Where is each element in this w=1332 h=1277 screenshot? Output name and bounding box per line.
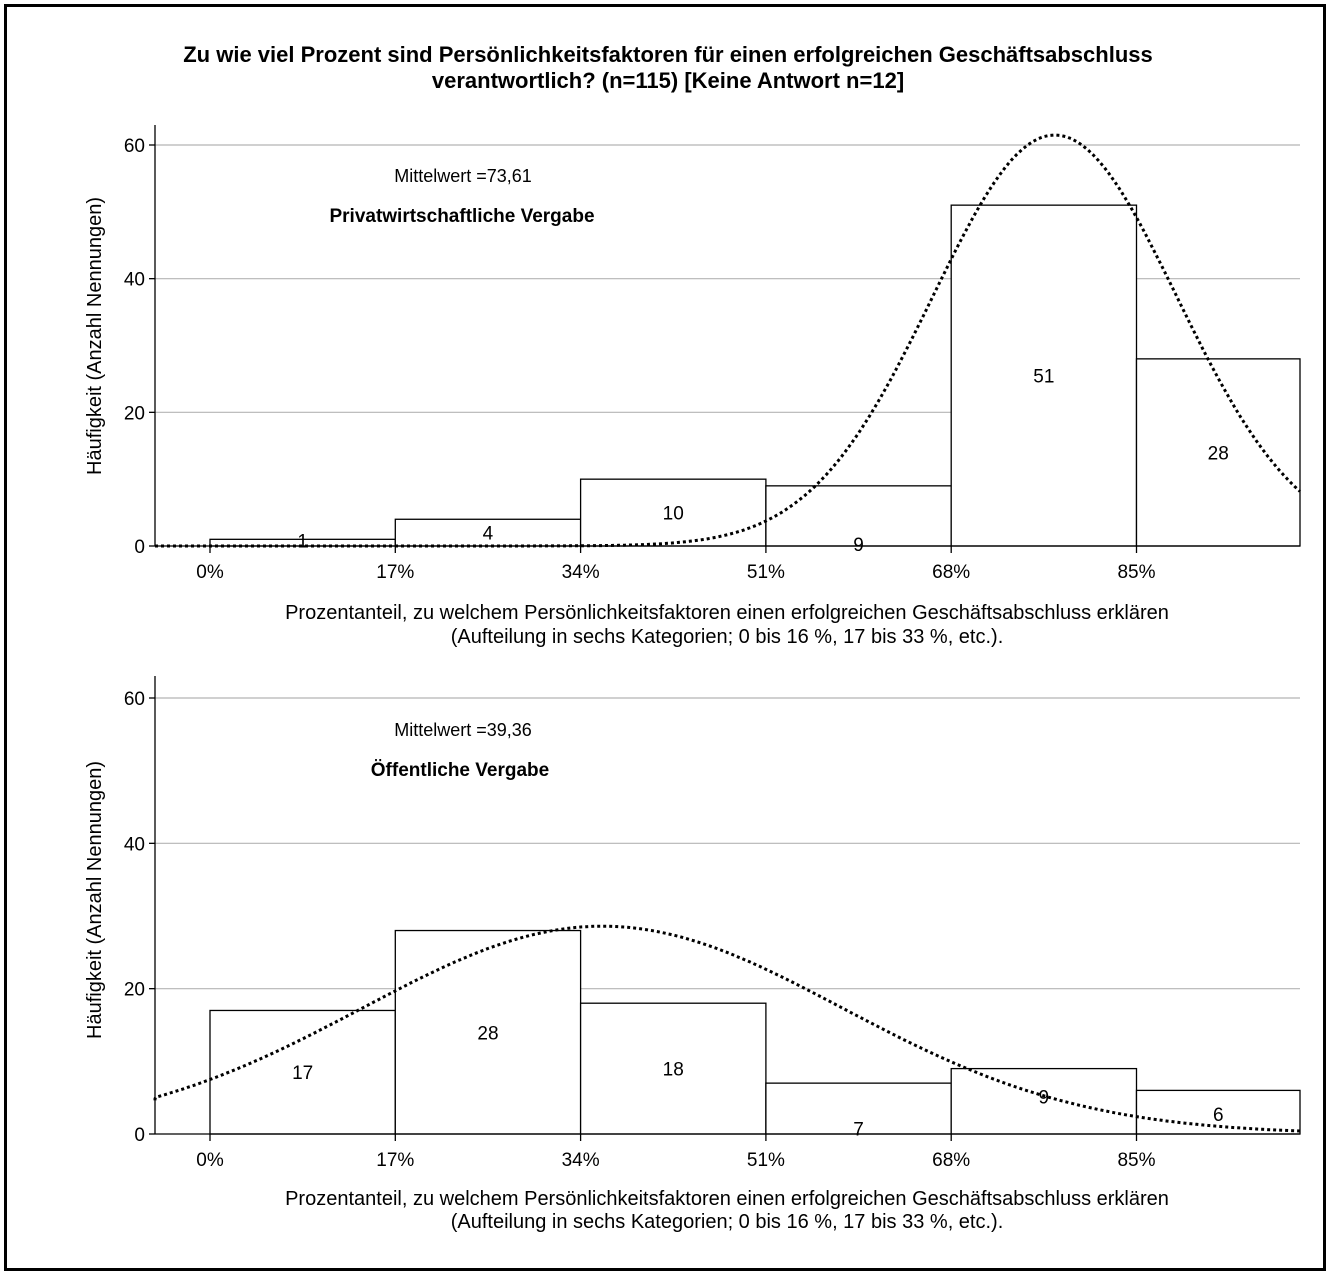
bar-data-label: 1 bbox=[297, 532, 308, 553]
y-tick-label: 60 bbox=[124, 136, 145, 157]
bar-data-label: 6 bbox=[1213, 1105, 1224, 1126]
chart-title-line-2: verantwortlich? (n=115) [Keine Antwort n… bbox=[431, 68, 905, 93]
histogram-bar bbox=[394, 929, 582, 1135]
x-tick-label: 51% bbox=[747, 1150, 785, 1171]
x-axis-label-line: (Aufteilung in sechs Kategorien; 0 bis 1… bbox=[451, 626, 1004, 648]
y-tick-label: 20 bbox=[124, 403, 145, 424]
y-tick-label: 0 bbox=[134, 537, 145, 558]
x-axis-label-line: (Aufteilung in sechs Kategorien; 0 bis 1… bbox=[451, 1211, 1004, 1233]
histogram-bar bbox=[209, 1009, 396, 1135]
y-axis-label: Häufigkeit (Anzahl Nennungen) bbox=[84, 197, 106, 475]
x-tick-label: 34% bbox=[562, 1150, 600, 1171]
bar-data-label: 7 bbox=[853, 1120, 864, 1141]
x-tick-label: 68% bbox=[932, 1150, 970, 1171]
histogram-bar bbox=[394, 518, 582, 547]
chart-title-line-1: Zu wie viel Prozent sind Persönlichkeits… bbox=[183, 42, 1153, 67]
bar-data-label: 17 bbox=[292, 1063, 313, 1084]
x-tick-label: 85% bbox=[1117, 1150, 1155, 1171]
mean-annotation: Mittelwert =39,36 bbox=[394, 720, 532, 740]
x-tick-label: 34% bbox=[562, 562, 600, 583]
x-tick-label: 51% bbox=[747, 562, 785, 583]
bar-data-label: 28 bbox=[1208, 443, 1229, 464]
histogram-bar bbox=[1135, 358, 1301, 547]
x-tick-label: 68% bbox=[932, 562, 970, 583]
chart-title: Zu wie viel Prozent sind Persönlichkeits… bbox=[0, 42, 1332, 94]
y-axis-label: Häufigkeit (Anzahl Nennungen) bbox=[84, 761, 106, 1039]
histogram-bar bbox=[765, 485, 952, 547]
x-tick-label: 17% bbox=[376, 562, 414, 583]
y-tick-label: 40 bbox=[124, 270, 145, 291]
x-tick-label: 85% bbox=[1117, 562, 1155, 583]
histogram-bar bbox=[1135, 1089, 1301, 1135]
y-tick-label: 0 bbox=[134, 1125, 145, 1146]
y-tick-label: 40 bbox=[124, 834, 145, 855]
x-tick-label: 0% bbox=[196, 562, 224, 583]
bar-data-label: 51 bbox=[1033, 367, 1054, 388]
histogram-bar bbox=[579, 1002, 767, 1135]
histogram-bar bbox=[950, 204, 1138, 547]
y-tick-label: 60 bbox=[124, 689, 145, 710]
x-axis-label-line: Prozentanteil, zu welchem Persönlichkeit… bbox=[285, 1188, 1169, 1210]
x-axis-label-line: Prozentanteil, zu welchem Persönlichkeit… bbox=[285, 602, 1169, 624]
bar-data-label: 10 bbox=[663, 504, 684, 525]
y-tick-label: 20 bbox=[124, 980, 145, 1001]
panel-label: Öffentliche Vergabe bbox=[371, 760, 549, 781]
mean-annotation: Mittelwert =73,61 bbox=[394, 166, 532, 186]
bar-data-label: 4 bbox=[483, 524, 494, 545]
bar-data-label: 28 bbox=[477, 1023, 498, 1044]
panel-label: Privatwirtschaftliche Vergabe bbox=[329, 206, 594, 227]
x-tick-label: 17% bbox=[376, 1150, 414, 1171]
x-tick-label: 0% bbox=[196, 1150, 224, 1171]
normal-curve bbox=[153, 924, 1301, 1133]
bar-data-label: 18 bbox=[663, 1060, 684, 1081]
bar-data-label: 9 bbox=[1039, 1087, 1050, 1108]
